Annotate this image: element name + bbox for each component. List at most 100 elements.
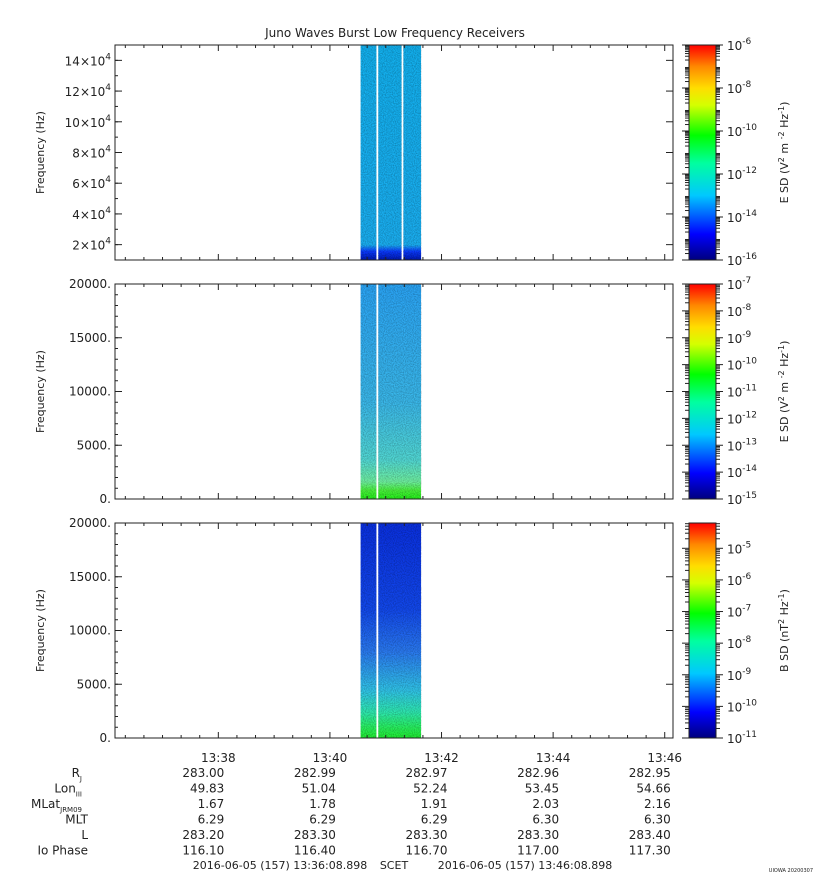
ephemeris-value: 283.00	[182, 766, 224, 780]
y-tick-label: 8×104	[72, 145, 111, 161]
colorbar-tick-label: 10-12	[727, 410, 757, 426]
colorbar-label: E SD (V2 m -2 Hz-1)	[777, 341, 791, 443]
colorbar-tick-label: 10-9	[727, 667, 752, 683]
colorbar-tick-label: 10-8	[727, 303, 752, 319]
y-tick-label: 20000.	[69, 277, 111, 291]
ephemeris-value: 116.10	[182, 844, 224, 858]
ephemeris-value: 52.24	[413, 782, 447, 796]
y-tick-label: 10000.	[69, 385, 111, 399]
y-tick-label: 5000.	[77, 677, 111, 691]
x-tick-label: 13:38	[201, 751, 236, 765]
ephemeris-value: 6.29	[198, 813, 225, 827]
y-tick-label: 20000.	[69, 516, 111, 530]
ephemeris-value: 283.30	[294, 828, 336, 842]
burst-noise	[360, 523, 377, 738]
ephemeris-row-label: MLT	[65, 813, 88, 827]
ephemeris-value: 53.45	[525, 782, 559, 796]
ephemeris-value: 116.70	[406, 844, 448, 858]
colorbar-tick-label: 10-16	[727, 252, 757, 268]
ephemeris-value: 117.00	[517, 844, 559, 858]
colorbar-tick-label: 10-8	[727, 635, 752, 651]
ephemeris-value: 282.97	[406, 766, 448, 780]
burst-noise	[378, 523, 422, 738]
colorbar-tick-label: 10-11	[727, 730, 757, 746]
y-axis-label: Frequency (Hz)	[34, 111, 47, 194]
ephemeris-value: 117.30	[629, 844, 671, 858]
y-tick-label: 14×104	[65, 52, 112, 68]
colorbar-tick-label: 10-10	[727, 698, 757, 714]
y-tick-label: 5000.	[77, 438, 111, 452]
watermark: UIOWA 20200307	[769, 868, 813, 874]
burst-noise	[378, 284, 422, 499]
ephemeris-value: 6.29	[309, 813, 336, 827]
burst-noise	[360, 284, 377, 499]
ephemeris-value: 6.30	[532, 813, 559, 827]
colorbar-label: E SD (V2 m -2 Hz-1)	[777, 102, 791, 204]
colorbar-tick-label: 10-14	[727, 464, 757, 480]
ephemeris-value: 2.16	[644, 797, 671, 811]
ephemeris-row-label: L	[81, 828, 88, 842]
ephemeris-value: 283.20	[182, 828, 224, 842]
y-tick-label: 4×104	[72, 206, 111, 222]
colorbar-tick-label: 10-6	[727, 37, 752, 53]
figure-title: Juno Waves Burst Low Frequency Receivers	[264, 26, 525, 40]
burst-noise	[360, 45, 377, 260]
ephemeris-value: 54.66	[636, 782, 670, 796]
ephemeris-value: 282.96	[517, 766, 559, 780]
colorbar-tick-label: 10-10	[727, 123, 757, 139]
colorbar-tick-label: 10-6	[727, 572, 752, 588]
colorbar-tick-label: 10-11	[727, 384, 757, 400]
ephemeris-value: 283.30	[517, 828, 559, 842]
colorbar	[688, 522, 717, 739]
ephemeris-row-label: LonIII	[54, 782, 82, 799]
panels: 2×104 4×104 6×104 8×104 10×104 12×104 14×104 Fr…	[34, 37, 791, 746]
colorbar-tick-label: 10-14	[727, 209, 757, 225]
x-tick-label: 13:46	[647, 751, 682, 765]
panel-3: 0. 5000. 10000. 15000. 20000. Frequency (Hz) 1…	[34, 516, 791, 746]
colorbar	[688, 283, 717, 500]
ephemeris-value: 6.30	[644, 813, 671, 827]
panel-1: 2×104 4×104 6×104 8×104 10×104 12×104 14×104 Fr…	[34, 37, 791, 268]
y-tick-label: 15000.	[69, 570, 111, 584]
ephemeris-value: 1.67	[198, 797, 225, 811]
footer-frame-label: SCET	[380, 859, 409, 872]
y-tick-label: 10×104	[65, 114, 112, 130]
x-tick-label: 13:40	[313, 751, 348, 765]
colorbar	[688, 44, 717, 261]
y-axis-label: Frequency (Hz)	[34, 350, 47, 433]
y-tick-label: 6×104	[72, 175, 111, 191]
y-tick-label: 0.	[100, 492, 111, 506]
burst-noise	[403, 45, 422, 260]
y-tick-label: 2×104	[72, 237, 111, 253]
colorbar-tick-label: 10-15	[727, 491, 757, 507]
colorbar-tick-label: 10-9	[727, 330, 752, 346]
ephemeris-value: 2.03	[532, 797, 559, 811]
ephemeris-row-label: Io Phase	[37, 844, 88, 858]
ephemeris-row-label: MLatJRM09	[31, 797, 82, 814]
colorbar-label: B SD (nT2 Hz-1)	[777, 589, 791, 672]
ephemeris-value: 283.30	[406, 828, 448, 842]
ephemeris-value: 116.40	[294, 844, 336, 858]
colorbar-tick-label: 10-8	[727, 80, 752, 96]
x-tick-label: 13:42	[424, 751, 459, 765]
ephemeris-value: 282.95	[629, 766, 671, 780]
y-axis-label: Frequency (Hz)	[34, 589, 47, 672]
x-tick-label: 13:44	[536, 751, 571, 765]
y-tick-label: 12×104	[65, 83, 112, 99]
colorbar-tick-label: 10-7	[727, 276, 751, 292]
y-tick-label: 0.	[100, 731, 111, 745]
footer-start-time: 2016-06-05 (157) 13:36:08.898	[193, 859, 367, 872]
ephemeris-value: 6.29	[421, 813, 448, 827]
burst-noise	[378, 45, 402, 260]
panel-2: 0. 5000. 10000. 15000. 20000. Frequency (Hz) 1…	[34, 276, 791, 507]
colorbar-tick-label: 10-5	[727, 540, 751, 556]
colorbar-tick-label: 10-12	[727, 166, 757, 182]
footer-end-time: 2016-06-05 (157) 13:46:08.898	[438, 859, 612, 872]
y-tick-label: 15000.	[69, 331, 111, 345]
ephemeris-table: RJ 283.00 282.99 282.97 282.96 282.95 LonIII 49…	[31, 766, 671, 858]
y-tick-label: 10000.	[69, 624, 111, 638]
ephemeris-value: 283.40	[629, 828, 671, 842]
ephemeris-value: 49.83	[190, 782, 224, 796]
colorbar-tick-label: 10-7	[727, 604, 751, 620]
